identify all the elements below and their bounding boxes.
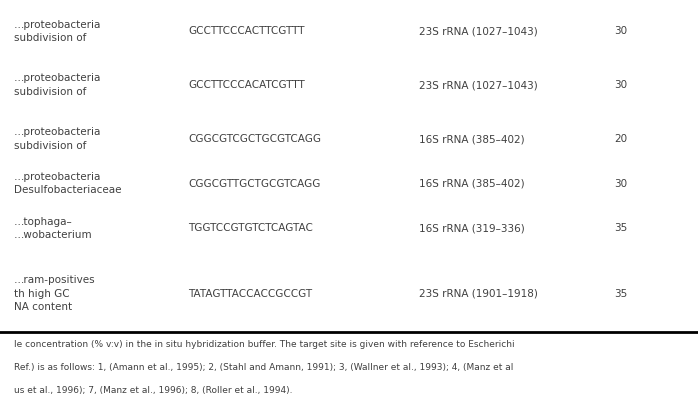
Text: 23S rRNA (1901–1918): 23S rRNA (1901–1918) xyxy=(419,288,537,299)
Text: 20: 20 xyxy=(614,134,628,144)
Text: 16S rRNA (319–336): 16S rRNA (319–336) xyxy=(419,223,525,233)
Text: 35: 35 xyxy=(614,223,628,233)
Text: …proteobacteria
subdivision of: …proteobacteria subdivision of xyxy=(14,73,101,97)
Text: TATAGTTACCACCGCCGT: TATAGTTACCACCGCCGT xyxy=(188,288,313,299)
Text: Ref.) is as follows: 1, (Amann et al., 1995); 2, (Stahl and Amann, 1991); 3, (Wa: Ref.) is as follows: 1, (Amann et al., 1… xyxy=(14,363,513,372)
Text: 30: 30 xyxy=(614,26,628,36)
Text: 30: 30 xyxy=(614,80,628,90)
Text: CGGCGTTGCTGCGTCAGG: CGGCGTTGCTGCGTCAGG xyxy=(188,178,321,189)
Text: 23S rRNA (1027–1043): 23S rRNA (1027–1043) xyxy=(419,26,537,36)
Text: CGGCGTCGCTGCGTCAGG: CGGCGTCGCTGCGTCAGG xyxy=(188,134,322,144)
Text: us et al., 1996); 7, (Manz et al., 1996); 8, (Roller et al., 1994).: us et al., 1996); 7, (Manz et al., 1996)… xyxy=(14,386,292,395)
Text: TGGTCCGTGTCTCAGTAC: TGGTCCGTGTCTCAGTAC xyxy=(188,223,313,233)
Text: 23S rRNA (1027–1043): 23S rRNA (1027–1043) xyxy=(419,80,537,90)
Text: GCCTTCCCACATCGTTT: GCCTTCCCACATCGTTT xyxy=(188,80,305,90)
Text: le concentration (% v:v) in the in situ hybridization buffer. The target site is: le concentration (% v:v) in the in situ … xyxy=(14,340,514,349)
Text: 35: 35 xyxy=(614,288,628,299)
Text: 16S rRNA (385–402): 16S rRNA (385–402) xyxy=(419,134,524,144)
Text: …ram-positives
th high GC
NA content: …ram-positives th high GC NA content xyxy=(14,276,96,312)
Text: …proteobacteria
subdivision of: …proteobacteria subdivision of xyxy=(14,127,101,151)
Text: 16S rRNA (385–402): 16S rRNA (385–402) xyxy=(419,178,524,189)
Text: 30: 30 xyxy=(614,178,628,189)
Text: …tophaga–
…wobacterium: …tophaga– …wobacterium xyxy=(14,217,93,240)
Text: …proteobacteria
subdivision of: …proteobacteria subdivision of xyxy=(14,20,101,43)
Text: …proteobacteria
Desulfobacteriaceae: …proteobacteria Desulfobacteriaceae xyxy=(14,172,121,195)
Text: GCCTTCCCACTTCGTTT: GCCTTCCCACTTCGTTT xyxy=(188,26,305,36)
